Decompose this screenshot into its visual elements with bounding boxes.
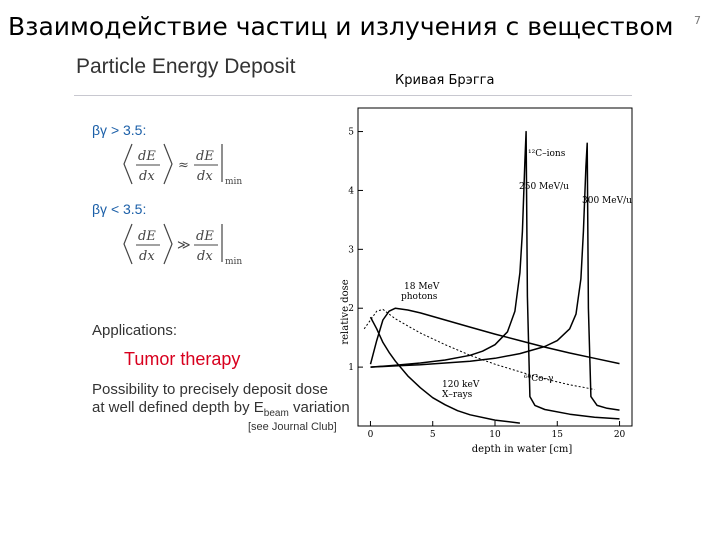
annotation-xray-line1: 120 keV: [442, 380, 480, 390]
applications-label: Applications:: [92, 322, 178, 339]
y-tick-label: 4: [348, 186, 354, 196]
formula-approx: dE dx ≈ dE dx min: [123, 143, 242, 187]
y-axis-label: relative dose: [340, 279, 351, 344]
formula-denominator-2: dx: [197, 169, 213, 184]
annotation-c12-250: 250 MeV/u: [519, 182, 569, 192]
y-tick-label: 2: [348, 304, 354, 314]
possibility-line-2a: at well defined depth by E: [92, 399, 264, 416]
journal-club-note: [see Journal Club]: [248, 421, 337, 433]
x-tick-label: 0: [368, 430, 374, 440]
formula-numerator-2: dE: [196, 229, 214, 244]
approx-symbol: ≈: [178, 158, 189, 173]
slide-title: Взаимодействие частиц и излучения с веще…: [8, 12, 674, 41]
y-tick-label: 3: [348, 245, 354, 255]
annotation-c12-ions: ¹²C–ions: [528, 149, 566, 159]
annotation-photons-18-line2: photons: [401, 292, 438, 302]
series-line-co60: [363, 308, 595, 390]
chart-caption: Кривая Брэгга: [395, 73, 495, 88]
formula-numerator-2: dE: [196, 149, 214, 164]
bragg-curve-chart: 0 5 10 15 20 1 2 3 4 5 ¹²C–ions 250 MeV/u 300 MeV…: [340, 107, 633, 455]
much-greater-symbol: ≫: [177, 238, 191, 253]
series-line-photons_18mev: [369, 307, 620, 365]
tumor-therapy-label: Tumor therapy: [124, 349, 241, 369]
condition-low-betagamma: βγ < 3.5:: [92, 201, 147, 217]
page-number: 7: [694, 14, 701, 27]
y-tick-label: 1: [348, 363, 354, 373]
formula-numerator: dE: [138, 149, 156, 164]
x-axis-label: depth in water [cm]: [472, 444, 573, 455]
x-tick-label: 5: [430, 430, 436, 440]
condition-high-betagamma: βγ > 3.5:: [92, 122, 147, 138]
annotation-c12-300: 300 MeV/u: [582, 196, 632, 206]
x-tick-label: 20: [614, 430, 626, 440]
y-tick-label: 5: [348, 128, 354, 138]
series-line-c12_250: [370, 130, 620, 420]
series-line-xray_120kev: [369, 316, 520, 424]
formula-numerator: dE: [138, 229, 156, 244]
possibility-line-1: Possibility to precisely deposit dose: [92, 381, 328, 398]
possibility-line-2b: variation: [288, 399, 350, 416]
ebeam-subscript: beam: [263, 408, 289, 419]
formula-much-greater: dE dx ≫ dE dx min: [123, 223, 242, 267]
formula-min: min: [225, 257, 242, 267]
formula-min: min: [225, 177, 242, 187]
annotation-co60: ⁶⁰Co–γ: [524, 374, 553, 384]
divider: [74, 95, 632, 96]
annotation-xray-line2: X–rays: [442, 390, 473, 400]
section-subtitle: Particle Energy Deposit: [76, 55, 296, 78]
annotation-photons-18-line1: 18 MeV: [404, 282, 440, 292]
formula-denominator-2: dx: [197, 249, 213, 264]
series-line-c12_300: [370, 142, 620, 411]
x-tick-label: 15: [552, 430, 564, 440]
x-tick-label: 10: [489, 430, 501, 440]
formula-denominator: dx: [139, 249, 155, 264]
possibility-line-2: at well defined depth by Ebeam variation: [92, 399, 350, 419]
formula-denominator: dx: [139, 169, 155, 184]
